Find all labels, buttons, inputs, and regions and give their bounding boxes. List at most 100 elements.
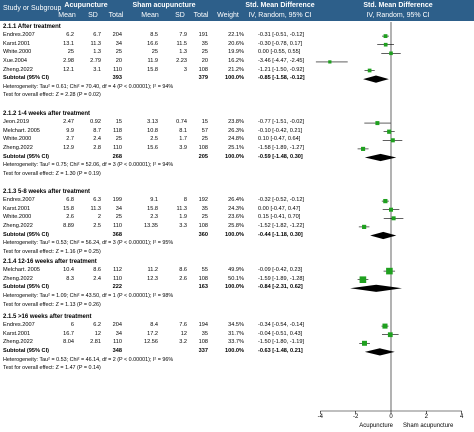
study-name: Melchart. 2005 [3, 267, 41, 274]
study-marker [386, 267, 393, 275]
weight-cell: 24.8% [228, 136, 244, 143]
sham-mean-cell: 8.4 [150, 322, 158, 329]
mean2-column-header: Mean [141, 12, 159, 19]
study-marker [375, 121, 380, 126]
total-column-header: Total [108, 12, 124, 19]
subtotal-acu-total: 348 [112, 347, 122, 354]
subtotal-sham-total: 379 [198, 75, 208, 82]
ci-cell: 0.00 [-0.47, 0.47] [258, 205, 301, 212]
acu-sd-cell: 8.6 [93, 267, 101, 274]
subtotal-ci: -0.44 [-1.18, 0.30] [258, 231, 303, 238]
sham-sd-cell: 0.74 [176, 119, 187, 126]
sham-total-cell: 191 [198, 32, 208, 39]
sham-sd-cell: 8.1 [179, 127, 187, 134]
subtotal-ci: -0.63 [-1.48, 0.21] [258, 347, 303, 354]
x-tick-label: 4 [460, 414, 464, 420]
study-name: White.2000 [3, 49, 32, 56]
study-marker [367, 68, 372, 73]
sham-sd-cell: 12 [180, 330, 187, 337]
sham-sd-cell: 7.9 [179, 32, 187, 39]
subtotal-label: Subtotal (95% CI) [3, 153, 49, 160]
subtotal-sham-total: 163 [198, 284, 208, 291]
subtotal-label: Subtotal (95% CI) [3, 284, 49, 291]
acu-mean-cell: 2.47 [63, 119, 74, 126]
sham-sd-cell: 11.3 [176, 205, 187, 212]
study-marker [389, 51, 393, 56]
subtotal-diamond [364, 153, 397, 162]
acu-total-cell: 20 [115, 57, 122, 64]
study-marker [383, 42, 388, 47]
overall-effect-test: Test for overall effect: Z = 1.30 (P = 0… [3, 170, 101, 177]
weight-cell: 25.1% [228, 144, 244, 151]
sham-total-cell: 108 [198, 275, 208, 282]
acu-mean-cell: 8.89 [63, 222, 74, 229]
weight-cell: 23.6% [228, 214, 244, 221]
ci-cell: -0.09 [-0.42, 0.23] [258, 267, 303, 274]
sham-mean-cell: 8.5 [150, 32, 158, 39]
weight-column-header: Weight [217, 12, 239, 19]
subtotal-acu-total: 368 [112, 231, 122, 238]
acu-total-cell: 25 [115, 136, 122, 143]
heterogeneity-text: Heterogeneity: Tau² = 0.61; Chi² = 70.40… [3, 83, 174, 90]
acu-sd-cell: 2.5 [93, 222, 101, 229]
acu-mean-cell: 13.1 [63, 40, 74, 47]
study-name: Zheng.2022 [3, 144, 33, 151]
smd-header-right: Std. Mean Difference [363, 2, 433, 9]
sham-total-cell: 192 [198, 197, 208, 204]
subtotal-ci: -0.85 [-1.58, -0.12] [258, 75, 305, 82]
acu-total-cell: 118 [113, 127, 122, 134]
acu-mean-cell: 8.3 [66, 275, 74, 282]
subgroup-title: 2.1.1 After treatment [3, 24, 61, 30]
study-name: Karst.2001 [3, 40, 31, 47]
subtotal-acu-total: 268 [112, 153, 122, 160]
weight-cell: 21.2% [228, 66, 244, 73]
acu-total-cell: 15 [115, 119, 122, 126]
weight-cell: 16.2% [228, 57, 244, 64]
mean-column-header: Mean [58, 12, 76, 19]
acu-mean-cell: 2.7 [66, 136, 74, 143]
sd2-column-header: SD [175, 12, 185, 19]
acu-mean-cell: 10.4 [63, 267, 74, 274]
sham-sd-cell: 3 [183, 66, 187, 73]
study-column-header: Study or Subgroup [3, 5, 62, 12]
sham-sd-cell: 8 [183, 197, 187, 204]
subtotal-acu-total: 222 [112, 284, 122, 291]
study-name: Zheng.2022 [3, 222, 33, 229]
sham-mean-cell: 11.2 [147, 267, 158, 274]
sham-sd-cell: 1.7 [179, 136, 187, 143]
acu-total-cell: 110 [113, 275, 122, 282]
acu-sd-cell: 6.3 [93, 197, 101, 204]
sham-total-cell: 35 [201, 330, 208, 337]
acu-sd-cell: 12 [94, 330, 101, 337]
weight-cell: 19.9% [228, 49, 244, 56]
acu-mean-cell: 6 [70, 322, 74, 329]
subtotal-sham-total: 337 [198, 347, 208, 354]
subtotal-diamond [370, 231, 397, 240]
weight-cell: 20.6% [228, 40, 244, 47]
weight-cell: 49.9% [228, 267, 244, 274]
ci-cell: -1.59 [-1.89, -1.28] [258, 275, 305, 282]
subtotal-weight: 100.0% [225, 231, 244, 238]
acu-total-cell: 199 [112, 197, 122, 204]
study-name: Jeon.2019 [3, 119, 30, 126]
ci-cell: -0.04 [-0.51, 0.43] [258, 330, 303, 337]
smd-header-left: Std. Mean Difference [245, 2, 315, 9]
sham-total-cell: 25 [201, 214, 208, 221]
sham-total-cell: 108 [198, 339, 208, 346]
study-name: Zheng.2022 [3, 339, 33, 346]
ci-cell: -3.46 [-4.47, -2.45] [258, 57, 305, 64]
acu-mean-cell: 15.8 [63, 205, 74, 212]
sham-total-cell: 20 [201, 57, 208, 64]
acu-mean-cell: 6.8 [66, 197, 74, 204]
subtotal-weight: 100.0% [225, 284, 244, 291]
sham-total-cell: 25 [201, 136, 208, 143]
acu-mean-cell: 2.6 [66, 214, 74, 221]
overall-effect-test: Test for overall effect: Z = 1.16 (P = 0… [3, 248, 101, 255]
acu-sd-cell: 3.1 [93, 66, 101, 73]
study-name: Karst.2001 [3, 330, 31, 337]
acu-sd-cell: 6.2 [93, 322, 101, 329]
acu-mean-cell: 16.7 [63, 330, 74, 337]
heterogeneity-text: Heterogeneity: Tau² = 1.09; Chi² = 43.50… [3, 292, 174, 299]
acu-mean-cell: 8.04 [63, 339, 74, 346]
overall-effect-test: Test for overall effect: Z = 1.13 (P = 0… [3, 301, 101, 308]
